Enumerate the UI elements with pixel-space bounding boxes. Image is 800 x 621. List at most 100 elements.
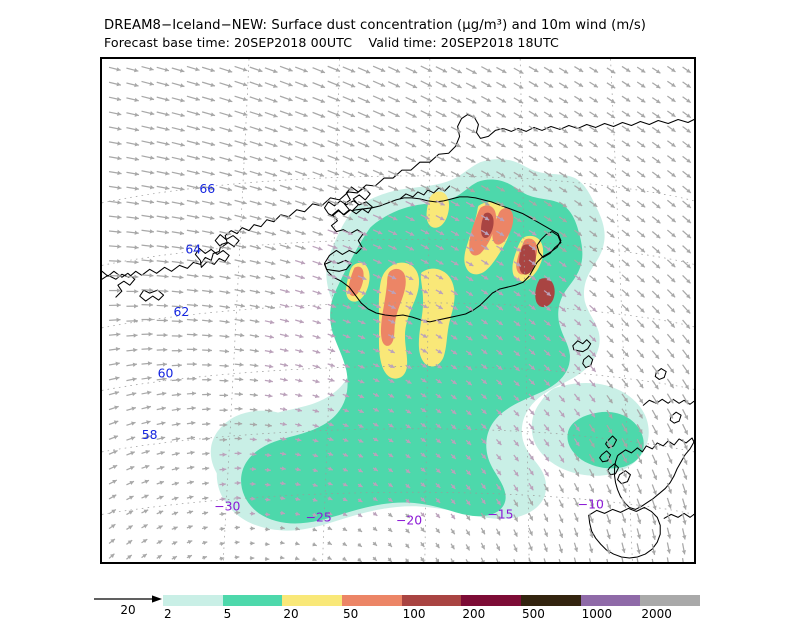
wind-vector — [142, 524, 148, 528]
wind-vector — [109, 480, 117, 484]
wind-vector — [496, 82, 506, 87]
wind-vector — [126, 260, 138, 264]
wind-vector — [202, 466, 209, 470]
colorbar-label-1000: 1000 — [582, 607, 613, 621]
wind-vector — [280, 185, 292, 190]
wind-vector — [373, 126, 385, 131]
wind-vector — [157, 511, 163, 515]
wind-vector — [235, 200, 247, 204]
wind-vector — [187, 451, 195, 455]
chart-title-block: DREAM8−Iceland−NEW: Surface dust concent… — [104, 18, 724, 51]
wind-vector — [157, 333, 168, 337]
wind-vector — [235, 392, 243, 396]
wind-vector — [142, 539, 148, 543]
wind-vector — [652, 351, 659, 359]
wind-vector — [172, 201, 185, 205]
wind-vector — [187, 111, 200, 116]
wind-vector — [358, 97, 370, 103]
wind-vector — [187, 347, 197, 351]
wind-vector — [683, 394, 689, 404]
wind-vector — [607, 514, 611, 524]
wind-vector — [157, 245, 169, 249]
wind-vector — [250, 216, 262, 220]
wind-vector — [202, 157, 215, 161]
wind-vector — [250, 290, 260, 294]
wind-vector — [590, 484, 594, 493]
wind-vector — [667, 81, 675, 87]
wind-vector — [637, 127, 645, 133]
wind-vector — [637, 395, 643, 404]
wind-vector — [622, 126, 630, 132]
wind-vector — [313, 187, 324, 192]
wind-vector — [328, 378, 335, 382]
wind-vector — [142, 259, 154, 263]
wind-vector — [126, 289, 138, 293]
wind-vector — [295, 305, 304, 309]
wind-vector — [235, 259, 246, 263]
wind-vector — [187, 141, 200, 145]
concentration-colorbar — [163, 595, 700, 606]
wind-vector — [109, 318, 121, 322]
wind-vector — [109, 495, 116, 499]
wind-vector — [667, 200, 675, 207]
wind-vector — [343, 156, 354, 161]
wind-vector — [235, 185, 247, 189]
wind-vector — [202, 333, 212, 337]
wind-vector — [652, 217, 660, 224]
wind-vector — [358, 112, 370, 118]
wind-vector — [357, 543, 361, 547]
wind-vector — [406, 127, 417, 132]
wind-vector — [250, 171, 262, 176]
wind-vector — [126, 363, 137, 367]
wind-vector — [109, 524, 115, 528]
wind-vector — [142, 170, 155, 174]
wind-vector — [328, 141, 340, 146]
wind-vector — [436, 126, 446, 131]
wind-vector — [652, 410, 657, 420]
wind-vector — [667, 528, 671, 539]
wind-vector — [187, 230, 199, 234]
wind-vector — [142, 480, 149, 484]
wind-vector — [172, 437, 180, 441]
wind-vector — [328, 66, 340, 72]
wind-vector — [420, 527, 424, 532]
wind-vector — [622, 200, 630, 206]
wind-vector — [142, 495, 149, 499]
wind-vector — [529, 513, 533, 521]
wind-vector — [590, 97, 598, 102]
wind-vector — [529, 81, 538, 86]
wind-vector — [451, 514, 455, 519]
wind-vector — [313, 112, 326, 117]
wind-vector — [373, 155, 384, 160]
wind-vector — [513, 559, 517, 562]
wind-vector — [667, 349, 674, 358]
wind-vector — [265, 83, 278, 88]
coastline-scotland-islands — [655, 369, 666, 380]
wind-vector — [157, 466, 165, 470]
wind-vector — [202, 452, 209, 456]
wind-vector — [683, 216, 691, 223]
wind-vector — [496, 142, 505, 147]
wind-vector — [172, 393, 181, 397]
wind-vector — [126, 436, 135, 440]
graticule-lon-10 — [611, 59, 633, 562]
wind-vector — [157, 406, 166, 410]
wind-vector — [235, 348, 244, 352]
wind-vector — [683, 305, 691, 313]
wind-vector — [126, 466, 134, 470]
wind-vector — [126, 127, 139, 131]
wind-vector — [250, 541, 255, 545]
wind-vector — [172, 526, 178, 530]
wind-vector — [142, 81, 154, 85]
wind-vector — [637, 514, 641, 524]
wind-vector — [683, 499, 687, 510]
wind-vector — [235, 555, 240, 559]
wind-vector — [683, 365, 690, 374]
wind-vector — [126, 333, 137, 337]
wind-vector — [265, 320, 274, 324]
wind-vector — [683, 141, 691, 147]
wind-vector — [637, 484, 641, 494]
wind-vector — [559, 83, 568, 88]
wind-vector — [126, 377, 136, 381]
wind-vector — [590, 276, 597, 282]
